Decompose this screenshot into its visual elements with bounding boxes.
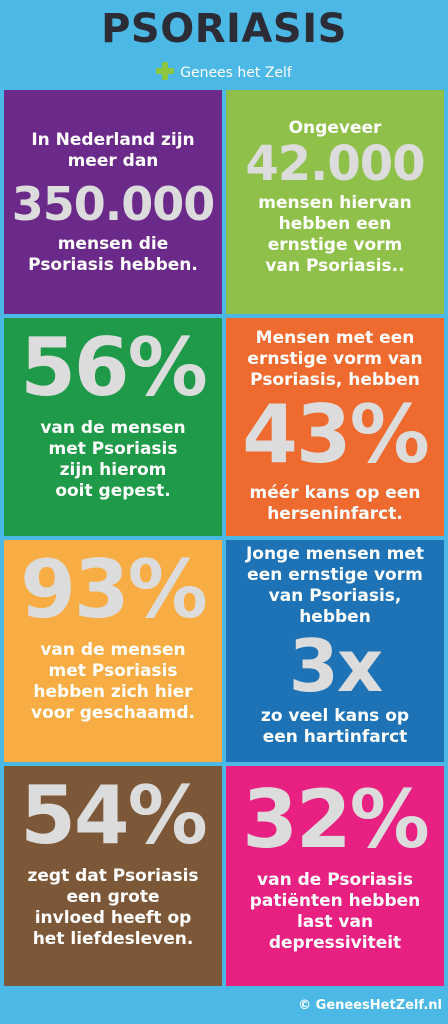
stat-tile-3x: Jonge mensen met een ernstige vorm van P… — [226, 540, 444, 762]
tile-text: Psoriasis, hebben — [250, 370, 420, 390]
stat-tile-93: 93% van de mensen met Psoriasis hebben z… — [4, 540, 222, 762]
tile-text: zegt dat Psoriasis — [27, 866, 199, 886]
tile-number: 42.000 — [245, 136, 425, 192]
tile-text: Psoriasis hebben. — [28, 255, 198, 275]
tile-text: hebben zich hier — [33, 682, 193, 702]
tile-text: zijn hierom — [59, 460, 167, 480]
tile-text: ernstige vorm van — [247, 349, 423, 369]
subtitle: Genees het Zelf — [0, 62, 448, 85]
copyright-link[interactable]: © GeneesHetZelf.nl — [298, 998, 442, 1013]
tile-text: ooit gepest. — [55, 481, 171, 501]
tile-text: In Nederland zijn — [31, 130, 195, 150]
tile-number: 43% — [242, 388, 429, 481]
stat-tile-42000: Ongeveer 42.000 mensen hiervan hebben ee… — [226, 90, 444, 314]
tile-text: last van — [296, 912, 374, 932]
tile-text: een grote — [66, 887, 160, 907]
tile-text: het liefdesleven. — [32, 929, 194, 949]
subtitle-text: Genees het Zelf — [180, 65, 292, 81]
tile-text: zo veel kans op — [260, 706, 410, 726]
tile-text: van de Psoriasis — [257, 870, 413, 890]
tile-text: mensen die — [57, 234, 169, 254]
tile-number: 350.000 — [11, 177, 216, 231]
tile-text: hebben een — [278, 214, 392, 234]
tile-text: Mensen met een — [255, 328, 415, 348]
tile-number: 56% — [20, 321, 207, 414]
tile-text: depressiviteit — [268, 933, 402, 953]
stat-tile-32: 32% van de Psoriasis patiënten hebben la… — [226, 766, 444, 986]
tile-text: hebben — [299, 607, 371, 627]
header: PSORIASIS Genees het Zelf — [0, 0, 448, 90]
stat-tile-54: 54% zegt dat Psoriasis een grote invloed… — [4, 766, 222, 986]
tile-number: 3x — [288, 624, 384, 708]
tile-text: herseninfarct. — [267, 504, 403, 524]
tile-text: mensen hiervan — [258, 193, 412, 213]
tile-text: een ernstige vorm — [247, 565, 423, 585]
tile-text: invloed heeft op — [34, 908, 192, 928]
tile-text: met Psoriasis — [48, 439, 178, 459]
tile-text: met Psoriasis — [48, 661, 178, 681]
tile-text: ernstige vorm — [267, 235, 403, 255]
tile-text: méér kans op een — [249, 483, 421, 503]
tile-text: voor geschaamd. — [30, 703, 196, 723]
tile-text: Jonge mensen met — [245, 544, 425, 564]
tile-number: 93% — [20, 543, 207, 636]
tile-text: Ongeveer — [288, 118, 382, 138]
tile-text: van de mensen — [40, 418, 186, 438]
stat-tile-43: Mensen met een ernstige vorm van Psorias… — [226, 318, 444, 536]
tile-text: van Psoriasis.. — [265, 256, 405, 276]
footer: © GeneesHetZelf.nl — [0, 988, 448, 1024]
tile-text: meer dan — [67, 151, 159, 171]
tile-text: patiënten hebben — [249, 891, 421, 911]
tile-text: een hartinfarct — [262, 727, 408, 747]
page-title: PSORIASIS — [101, 6, 347, 52]
tile-number: 32% — [242, 773, 429, 866]
tile-number: 54% — [20, 769, 207, 862]
stat-tile-350000: In Nederland zijn meer dan 350.000 mense… — [4, 90, 222, 314]
stat-tile-56: 56% van de mensen met Psoriasis zijn hie… — [4, 318, 222, 536]
plus-icon — [156, 62, 175, 85]
tile-text: van de mensen — [40, 640, 186, 660]
tile-text: van Psoriasis, — [268, 586, 402, 606]
